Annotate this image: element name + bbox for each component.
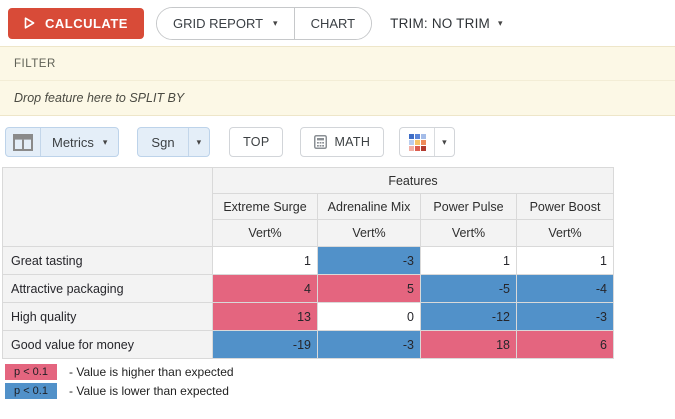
column-header: Adrenaline Mix xyxy=(317,193,421,220)
legend-text-lower: - Value is lower than expected xyxy=(69,384,229,398)
significance-legend: p < 0.1 - Value is higher than expected … xyxy=(5,364,675,399)
trim-label: TRIM: NO TRIM xyxy=(390,15,490,31)
metric-header: Vert% xyxy=(516,219,614,247)
legend-item-higher: p < 0.1 - Value is higher than expected xyxy=(5,364,675,380)
top-button[interactable]: TOP xyxy=(229,127,284,157)
value-cell: 4 xyxy=(212,274,318,303)
value-cell: -3 xyxy=(317,246,421,275)
legend-swatch-higher: p < 0.1 xyxy=(5,364,57,380)
calculate-label: CALCULATE xyxy=(45,15,128,31)
math-label: MATH xyxy=(334,135,371,149)
top-toolbar: CALCULATE GRID REPORT ▾ CHART TRIM: NO T… xyxy=(0,0,675,46)
row-label: High quality xyxy=(2,302,213,331)
row-label: Great tasting xyxy=(2,246,213,275)
row-label: Good value for money xyxy=(2,330,213,359)
value-cell: -4 xyxy=(516,274,614,303)
table-row: Good value for money -19 -3 18 6 xyxy=(2,330,614,359)
color-palette-icon xyxy=(408,133,426,151)
value-cell: 1 xyxy=(420,246,517,275)
value-cell: 6 xyxy=(516,330,614,359)
metric-header: Vert% xyxy=(317,219,421,247)
value-cell: 0 xyxy=(317,302,421,331)
palette-group: ▾ xyxy=(399,127,455,157)
tab-chart[interactable]: CHART xyxy=(293,7,372,39)
legend-swatch-lower: p < 0.1 xyxy=(5,383,57,399)
sgn-button[interactable]: Sgn xyxy=(138,128,187,156)
grid-report-label: GRID REPORT xyxy=(172,15,264,31)
corner-cell xyxy=(2,167,213,247)
value-cell: -5 xyxy=(420,274,517,303)
column-header: Power Pulse xyxy=(420,193,517,220)
value-cell: 13 xyxy=(212,302,318,331)
table-toolbar: Metrics ▾ Sgn ▾ TOP MATH xyxy=(0,116,675,167)
metric-header: Vert% xyxy=(420,219,517,247)
chevron-down-icon: ▾ xyxy=(273,17,278,28)
results-table: Features Extreme Surge Adrenaline Mix Po… xyxy=(2,167,614,359)
metrics-label: Metrics xyxy=(52,134,94,150)
chevron-down-icon: ▾ xyxy=(497,17,503,28)
trim-dropdown[interactable]: TRIM: NO TRIM ▾ xyxy=(390,16,503,31)
palette-button[interactable] xyxy=(400,128,434,156)
sgn-group: Sgn ▾ xyxy=(137,127,211,157)
table-layout-icon xyxy=(13,133,33,151)
chart-label: CHART xyxy=(310,15,356,31)
table-row: High quality 13 0 -12 -3 xyxy=(2,302,614,331)
table-layout-button[interactable] xyxy=(6,128,40,156)
value-cell: 1 xyxy=(212,246,318,275)
sgn-label: Sgn xyxy=(151,134,175,150)
chevron-down-icon: ▾ xyxy=(102,136,108,147)
column-header: Extreme Surge xyxy=(212,193,318,220)
legend-item-lower: p < 0.1 - Value is lower than expected xyxy=(5,383,675,399)
palette-caret-button[interactable]: ▾ xyxy=(434,128,454,156)
value-cell: 18 xyxy=(420,330,517,359)
play-icon xyxy=(22,16,36,30)
split-by-label: Drop feature here to SPLIT BY xyxy=(14,91,185,105)
calculator-icon xyxy=(314,135,328,149)
features-group-header: Features xyxy=(212,167,614,194)
value-cell: -12 xyxy=(420,302,517,331)
metrics-dropdown[interactable]: Metrics ▾ xyxy=(40,128,118,156)
chevron-down-icon: ▾ xyxy=(442,136,447,147)
metric-header: Vert% xyxy=(212,219,318,247)
column-header: Power Boost xyxy=(516,193,614,220)
table-row: Great tasting 1 -3 1 1 xyxy=(2,246,614,275)
legend-text-higher: - Value is higher than expected xyxy=(69,365,234,379)
top-label: TOP xyxy=(243,135,270,149)
filter-dropzone[interactable]: FILTER xyxy=(0,46,675,81)
value-cell: -3 xyxy=(317,330,421,359)
value-cell: 1 xyxy=(516,246,614,275)
sgn-caret-button[interactable]: ▾ xyxy=(187,128,210,156)
split-by-dropzone[interactable]: Drop feature here to SPLIT BY xyxy=(0,81,675,116)
calculate-button[interactable]: CALCULATE xyxy=(8,7,144,39)
value-cell: -19 xyxy=(212,330,318,359)
math-button[interactable]: MATH xyxy=(300,127,385,157)
metrics-group: Metrics ▾ xyxy=(5,127,120,157)
table-row: Attractive packaging 4 5 -5 -4 xyxy=(2,274,614,303)
filter-label: FILTER xyxy=(14,57,56,70)
value-cell: -3 xyxy=(516,302,614,331)
value-cell: 5 xyxy=(317,274,421,303)
view-toggle: GRID REPORT ▾ CHART xyxy=(155,6,373,40)
row-label: Attractive packaging xyxy=(2,274,213,303)
tab-grid-report[interactable]: GRID REPORT ▾ xyxy=(156,7,294,39)
chevron-down-icon: ▾ xyxy=(196,136,202,147)
